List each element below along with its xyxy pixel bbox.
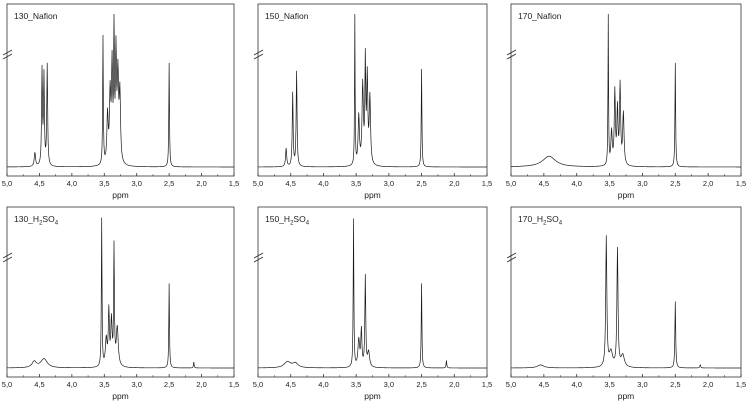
x-tick-label: 1,5 bbox=[229, 179, 239, 188]
axis-break-mark bbox=[253, 49, 264, 56]
spectrum-line bbox=[258, 13, 487, 168]
x-tick-label: 4,0 bbox=[318, 179, 328, 188]
x-tick-label: 5,0 bbox=[2, 380, 12, 389]
spectrum-panel-5: 5,0 4,5 4,0 3,5 3,0 2,5 2,0 1,5 ppm 150_H2SO4 bbox=[253, 206, 492, 401]
x-tick-label: 5,0 bbox=[253, 179, 263, 188]
plot-frame bbox=[510, 3, 742, 177]
x-tick-label: 5,0 bbox=[253, 380, 263, 389]
x-tick-label: 4,0 bbox=[318, 380, 328, 389]
x-tick-label: 1,5 bbox=[482, 380, 492, 389]
x-axis-label: ppm bbox=[112, 391, 129, 401]
x-axis-label: ppm bbox=[618, 391, 635, 401]
spectrum-panel-3: 5,0 4,5 4,0 3,5 3,0 2,5 2,0 1,5 ppm 170_Nafion bbox=[506, 3, 746, 200]
spectrum-panel-2: 5,0 4,5 4,0 3,5 3,0 2,5 2,0 1,5 ppm 150_Nafion bbox=[253, 3, 492, 200]
spectrum-line bbox=[7, 217, 234, 369]
x-tick-label: 3,0 bbox=[131, 179, 141, 188]
x-tick-label: 4,0 bbox=[67, 380, 77, 389]
x-tick-label: 4,5 bbox=[285, 380, 295, 389]
x-tick-label: 2,5 bbox=[416, 380, 426, 389]
spectrum-panel-1: 5,0 4,5 4,0 3,5 3,0 2,5 2,0 1,5 ppm 130_Nafion bbox=[2, 3, 239, 200]
panel-title: 150_Nafion bbox=[265, 11, 309, 21]
x-tick-label: 2,0 bbox=[196, 380, 206, 389]
axis-break-mark bbox=[253, 256, 264, 263]
spectrum-panel-4: 5,0 4,5 4,0 3,5 3,0 2,5 2,0 1,5 ppm 130_H2SO4 bbox=[2, 206, 239, 401]
x-tick-label: 2,0 bbox=[703, 179, 713, 188]
plot-frame bbox=[6, 206, 235, 378]
panel-title: 150_H2SO4 bbox=[265, 214, 310, 227]
x-axis-label: ppm bbox=[618, 190, 635, 200]
x-tick-label: 4,5 bbox=[539, 380, 549, 389]
axis-break-mark bbox=[253, 252, 264, 259]
x-tick-label: 4,5 bbox=[34, 179, 44, 188]
plot-frame bbox=[257, 3, 488, 177]
x-tick-label: 4,5 bbox=[34, 380, 44, 389]
axis-break-mark bbox=[253, 53, 264, 60]
x-tick-label: 3,5 bbox=[351, 380, 361, 389]
x-tick-label: 5,0 bbox=[506, 179, 516, 188]
x-tick-label: 2,0 bbox=[449, 380, 459, 389]
x-tick-label: 5,0 bbox=[506, 380, 516, 389]
axis-break-mark bbox=[2, 252, 13, 259]
x-tick-label: 3,0 bbox=[637, 179, 647, 188]
x-tick-label: 1,5 bbox=[736, 179, 746, 188]
x-tick-label: 2,5 bbox=[416, 179, 426, 188]
x-tick-label: 4,5 bbox=[285, 179, 295, 188]
axis-break-mark bbox=[506, 256, 517, 263]
axis-break-mark bbox=[506, 49, 517, 56]
panel-title: 130_Nafion bbox=[14, 11, 58, 21]
x-tick-label: 2,5 bbox=[164, 380, 174, 389]
panel-title: 170_H2SO4 bbox=[518, 214, 563, 227]
x-tick-label: 4,0 bbox=[571, 380, 581, 389]
x-tick-label: 3,5 bbox=[604, 179, 614, 188]
x-tick-label: 3,5 bbox=[351, 179, 361, 188]
spectrum-line bbox=[510, 13, 741, 168]
x-tick-label: 2,0 bbox=[449, 179, 459, 188]
x-tick-label: 4,0 bbox=[67, 179, 77, 188]
x-tick-label: 2,0 bbox=[196, 179, 206, 188]
panel-title: 170_Nafion bbox=[518, 11, 562, 21]
x-tick-label: 1,5 bbox=[482, 179, 492, 188]
plot-frame bbox=[257, 206, 488, 378]
x-axis-label: ppm bbox=[112, 190, 129, 200]
spectrum-line bbox=[511, 235, 741, 369]
axis-break-mark bbox=[2, 49, 13, 56]
panel-title: 130_H2SO4 bbox=[14, 214, 59, 227]
x-tick-label: 3,0 bbox=[384, 179, 394, 188]
x-tick-label: 2,0 bbox=[703, 380, 713, 389]
x-tick-label: 1,5 bbox=[229, 380, 239, 389]
x-tick-label: 2,5 bbox=[670, 179, 680, 188]
x-tick-label: 5,0 bbox=[2, 179, 12, 188]
x-tick-label: 2,5 bbox=[670, 380, 680, 389]
axis-break-mark bbox=[2, 256, 13, 263]
x-tick-label: 3,5 bbox=[99, 380, 109, 389]
x-tick-label: 3,5 bbox=[99, 179, 109, 188]
x-tick-label: 4,0 bbox=[571, 179, 581, 188]
x-tick-label: 4,5 bbox=[539, 179, 549, 188]
axis-break-mark bbox=[2, 53, 13, 60]
spectrum-line bbox=[258, 218, 487, 369]
spectrum-line bbox=[7, 13, 234, 168]
x-tick-label: 3,0 bbox=[637, 380, 647, 389]
plot-frame bbox=[510, 206, 742, 378]
x-tick-label: 1,5 bbox=[736, 380, 746, 389]
spectrum-panel-6: 5,0 4,5 4,0 3,5 3,0 2,5 2,0 1,5 ppm 170_H2SO4 bbox=[506, 206, 746, 401]
x-tick-label: 2,5 bbox=[164, 179, 174, 188]
x-tick-label: 3,5 bbox=[604, 380, 614, 389]
axis-break-mark bbox=[506, 53, 517, 60]
axis-break-mark bbox=[506, 252, 517, 259]
x-axis-label: ppm bbox=[364, 190, 381, 200]
x-axis-label: ppm bbox=[364, 391, 381, 401]
x-tick-label: 3,0 bbox=[384, 380, 394, 389]
x-tick-label: 3,0 bbox=[131, 380, 141, 389]
